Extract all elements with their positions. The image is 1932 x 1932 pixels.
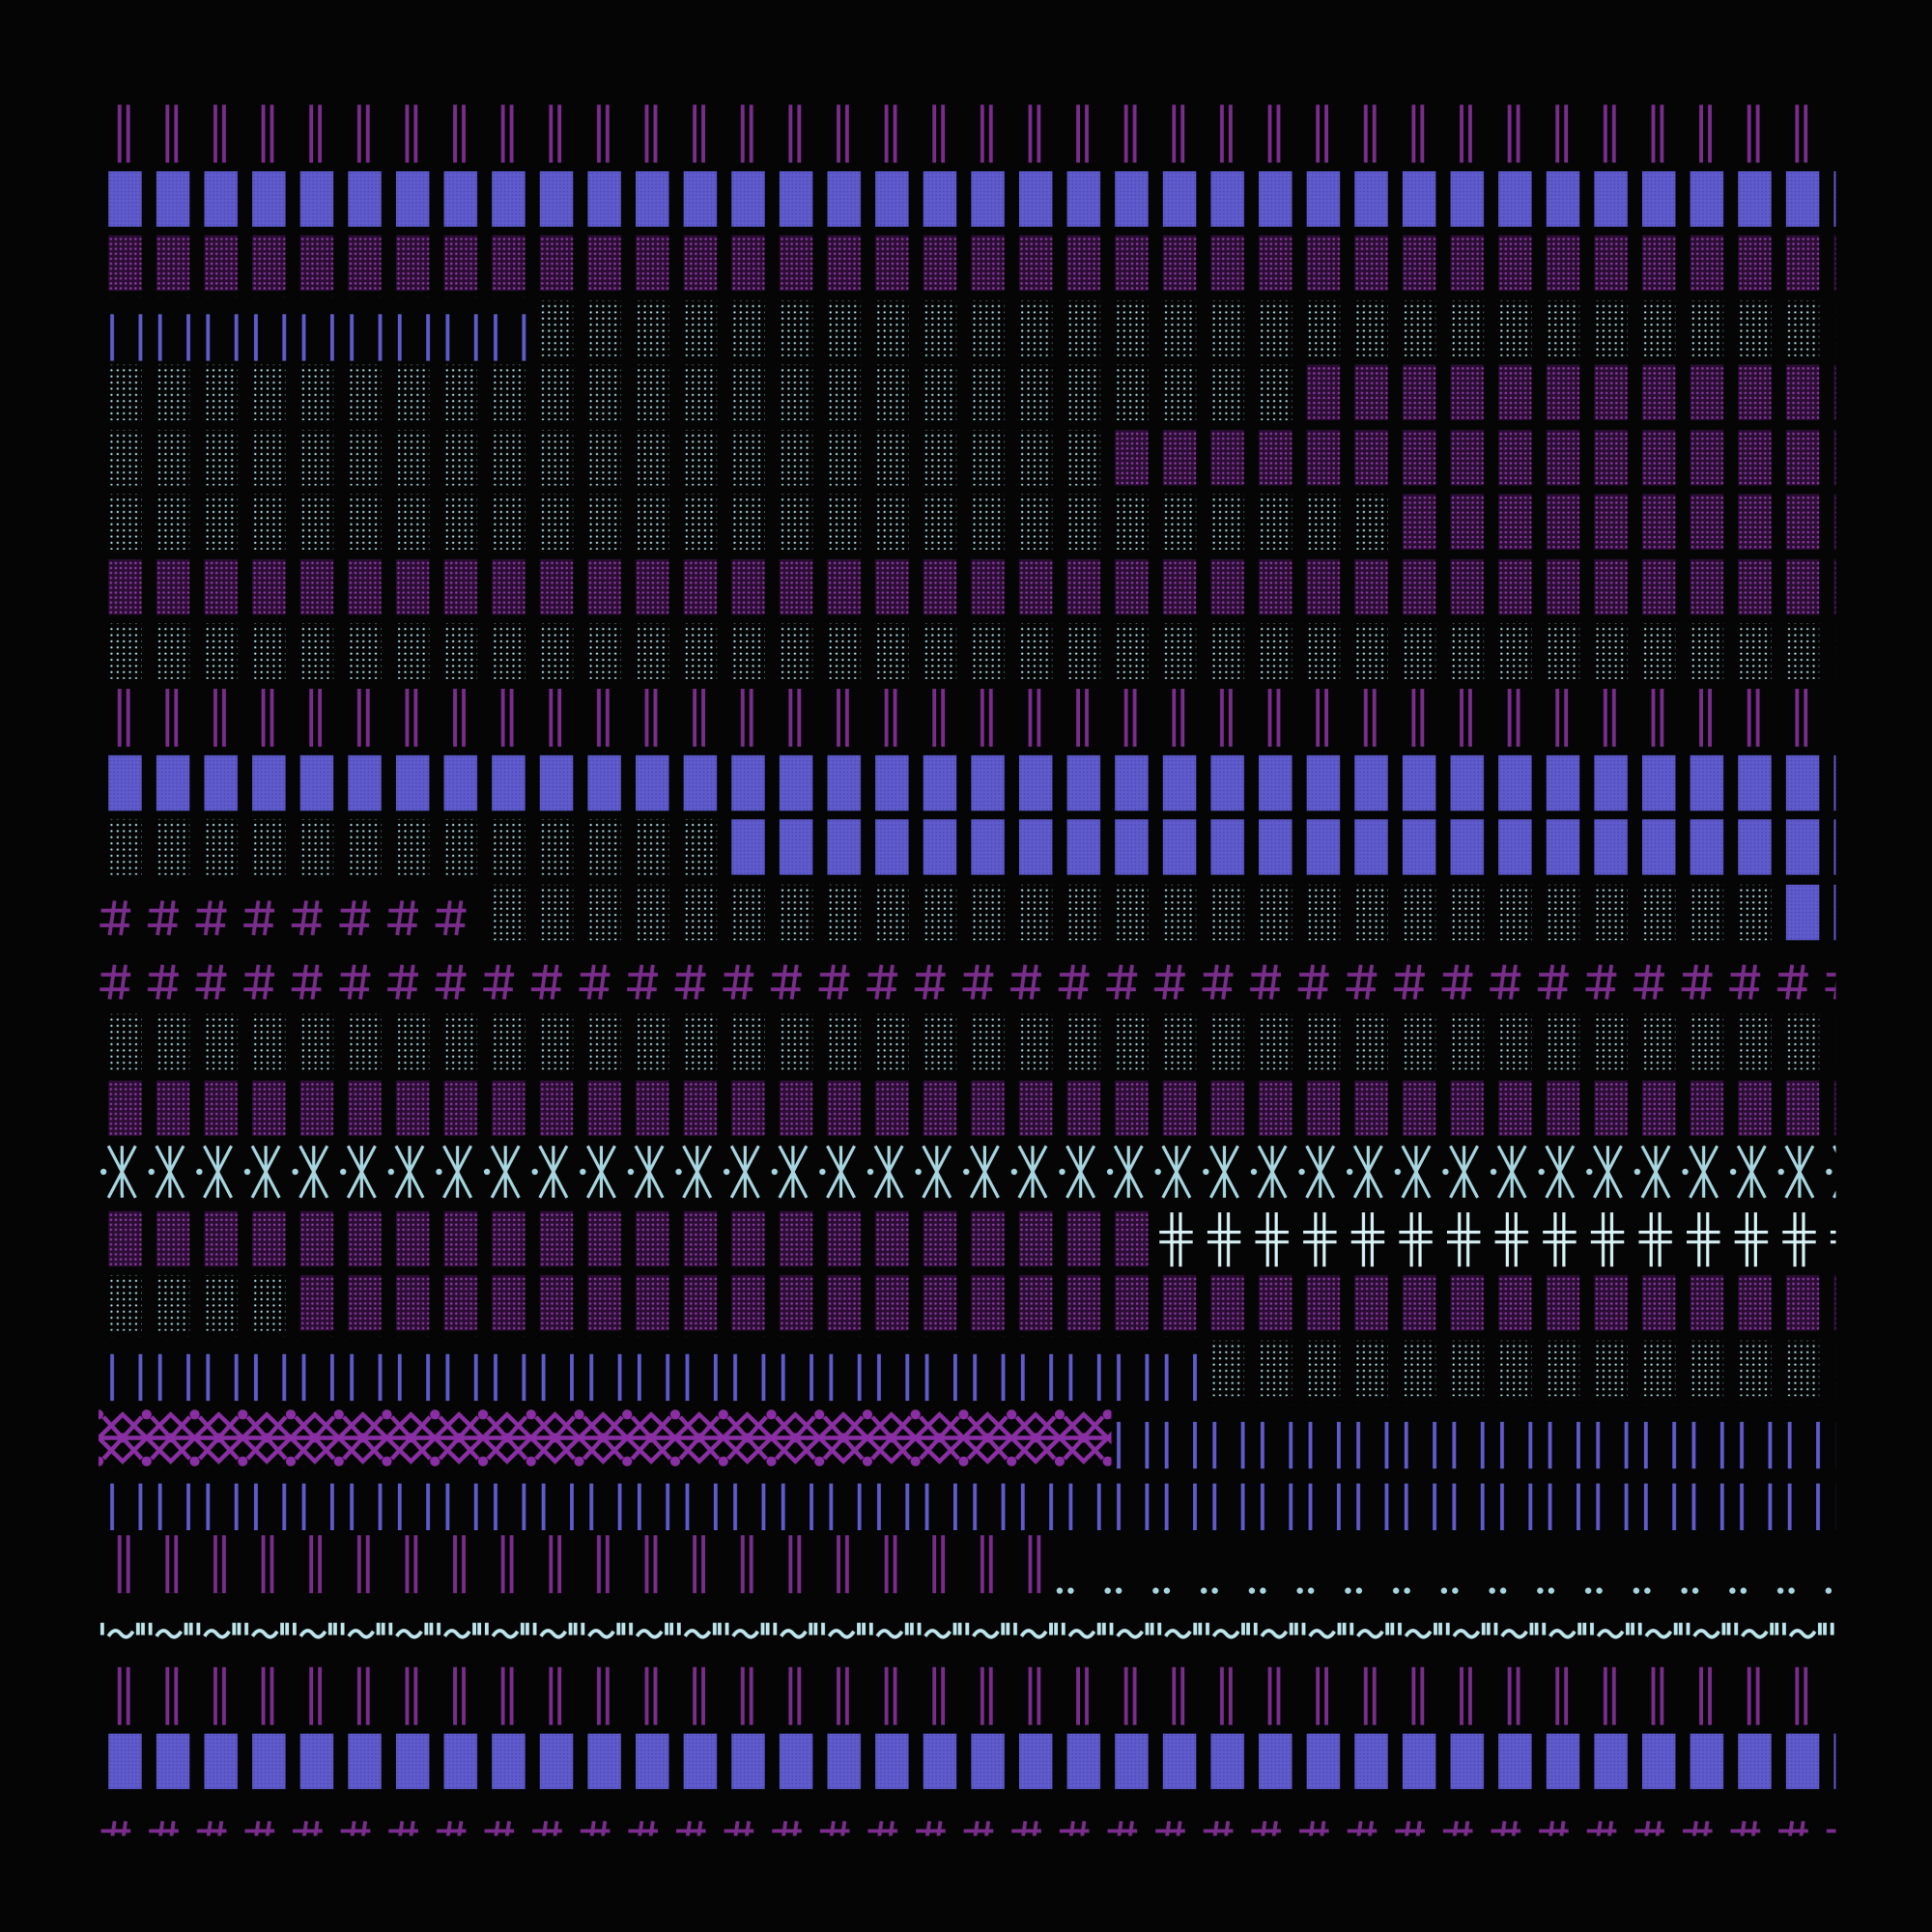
glyph-run bbox=[99, 1009, 1836, 1075]
glyph-run bbox=[99, 167, 1836, 232]
glyph-run bbox=[99, 752, 1836, 816]
glyph-run bbox=[1103, 426, 1836, 491]
glyph-run bbox=[99, 297, 536, 361]
glyph-run bbox=[99, 101, 1836, 167]
glyph-run bbox=[99, 1465, 1836, 1531]
glyph-run bbox=[99, 1076, 1836, 1142]
glyph-run bbox=[722, 815, 1836, 880]
glyph-run bbox=[99, 1602, 1836, 1666]
glyph-run bbox=[99, 231, 1836, 297]
glyph-run bbox=[99, 1405, 1112, 1469]
glyph-run bbox=[99, 426, 1104, 491]
glyph-run bbox=[99, 945, 1836, 1009]
glyph-run bbox=[1154, 1208, 1836, 1272]
glyph-run bbox=[99, 619, 1836, 684]
glyph-run bbox=[99, 1729, 1836, 1795]
glyph-run bbox=[1111, 1405, 1836, 1469]
glyph-run bbox=[99, 1801, 1836, 1836]
glyph-run bbox=[99, 490, 1390, 554]
glyph-run bbox=[99, 1208, 1155, 1272]
glyph-run bbox=[291, 1271, 1836, 1336]
glyph-run bbox=[99, 815, 723, 880]
glyph-run bbox=[99, 1664, 1836, 1729]
glyph-run bbox=[99, 686, 1836, 751]
glyph-run bbox=[99, 1336, 1202, 1402]
glyph-run bbox=[1774, 880, 1836, 946]
glyph-run bbox=[99, 880, 483, 946]
glyph-run bbox=[1293, 360, 1836, 426]
glyph-run bbox=[99, 1532, 1050, 1598]
glyph-run bbox=[1389, 490, 1836, 554]
glyph-run bbox=[99, 555, 1836, 620]
glyph-run bbox=[99, 360, 1294, 426]
glyph-run bbox=[1049, 1532, 1836, 1598]
glyph-run bbox=[535, 297, 1836, 361]
glyph-run bbox=[99, 1271, 292, 1336]
glyph-rows bbox=[99, 101, 1836, 1836]
glyph-run bbox=[1201, 1336, 1836, 1402]
glyph-run bbox=[99, 1141, 1836, 1206]
glyph-run bbox=[483, 880, 1775, 946]
